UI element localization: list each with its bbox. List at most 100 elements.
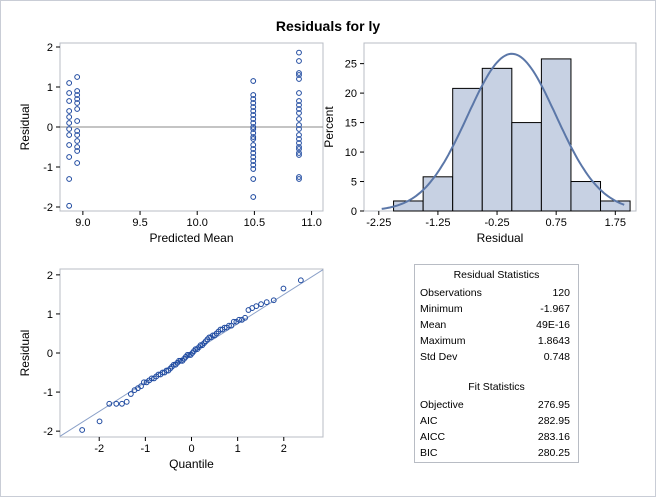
stat-value: 49E-16 [536, 319, 570, 331]
qq-plot-x-tick-label: -1 [140, 443, 150, 455]
residual-scatter-point [250, 176, 257, 182]
residual-scatter-x-tick-label: 9.5 [132, 217, 147, 229]
qq-plot-y-axis-label: Residual [18, 330, 32, 377]
residual-scatter-point [66, 202, 73, 209]
residual-scatter-point [250, 112, 257, 118]
qq-point [280, 285, 287, 292]
fit-statistics-header: Fit Statistics [468, 381, 525, 393]
residual-scatter-point [66, 80, 73, 86]
histogram-bar [540, 58, 572, 212]
residual-scatter-point [250, 130, 257, 136]
residual-scatter-point [74, 148, 81, 154]
residual-scatter-point [296, 150, 302, 156]
residual-scatter-point [296, 102, 302, 108]
residual-scatter-point [250, 124, 257, 130]
normal-density-curve [381, 52, 625, 210]
residual-scatter-point [250, 162, 257, 168]
residual-scatter-point [296, 140, 302, 146]
residual-scatter-point [250, 108, 257, 114]
residual-scatter-point [250, 116, 257, 122]
residual-scatter-x-tick-label: 9.0 [75, 217, 90, 229]
residual-scatter-point [66, 90, 73, 96]
stat-label: Std Dev [420, 351, 458, 363]
qq-plot-x-tick-label: 2 [281, 443, 287, 455]
stat-value: -1.967 [540, 303, 570, 315]
fit-label: BIC [420, 447, 438, 459]
residual-scatter-point [74, 160, 81, 166]
residual-histogram-y-axis-label: Percent [322, 106, 336, 148]
qq-point [141, 379, 147, 386]
stat-label: Mean [420, 319, 447, 331]
residual-scatter-point [250, 96, 257, 102]
qq-point [242, 314, 248, 321]
qq-plot-y-tick-label: -2 [43, 426, 53, 438]
residual-scatter-point [74, 118, 81, 124]
qq-point [236, 316, 242, 323]
residual-scatter-y-tick-label: 0 [47, 122, 53, 134]
residual-histogram-y-tick-label: 0 [351, 206, 357, 218]
qq-plot-y-tick-label: 1 [47, 309, 53, 321]
residual-scatter-point [66, 126, 73, 132]
residual-histogram-x-tick-label: -2.25 [366, 217, 391, 229]
residual-scatter-point [74, 88, 81, 94]
residual-histogram-y-tick-label: 10 [345, 147, 357, 159]
residual-scatter-y-tick-label: -1 [43, 162, 53, 174]
stat-value: 1.8643 [537, 335, 570, 347]
residual-scatter-point [250, 150, 257, 156]
qq-point [263, 299, 270, 306]
qq-plot-y-tick-label: -1 [43, 387, 53, 399]
qq-point [226, 322, 232, 329]
residual-scatter-point [296, 122, 302, 128]
residual-scatter-point [74, 100, 81, 106]
statistics-table: Residual Statistics Observations 120 Min… [414, 264, 579, 463]
residual-scatter-point [250, 136, 257, 142]
residual-scatter-point [250, 120, 257, 126]
residual-scatter-point [66, 98, 73, 104]
qq-point [113, 400, 120, 407]
histogram-bar [600, 200, 631, 212]
residual-scatter-point [66, 108, 73, 114]
residual-histogram-x-tick-label: -0.25 [485, 217, 510, 229]
histogram-bar [422, 176, 454, 212]
stat-value: 120 [552, 287, 570, 299]
fit-label: AICC [420, 431, 446, 443]
residual-scatter-point [74, 144, 81, 150]
histogram-bar [452, 87, 483, 212]
fit-value: 276.95 [537, 399, 570, 411]
residual-histogram-y-tick-label: 5 [351, 177, 357, 189]
residual-scatter-point [74, 128, 81, 134]
fit-value: 283.16 [537, 431, 570, 443]
residual-scatter-x-tick-label: 11.0 [301, 217, 322, 229]
stat-label: Maximum [420, 335, 466, 347]
qq-point [253, 303, 260, 310]
stat-label: Minimum [420, 303, 463, 315]
histogram-bar [570, 181, 602, 212]
residual-scatter-point [74, 92, 81, 98]
qq-plot-x-axis-label: Quantile [169, 457, 214, 471]
residual-scatter-point [250, 158, 257, 164]
qq-point [79, 427, 86, 433]
qq-point [148, 375, 155, 382]
residual-scatter-point [296, 136, 302, 142]
residual-scatter-y-tick-label: 1 [47, 82, 53, 94]
residual-scatter-point [296, 176, 302, 182]
qq-point [297, 277, 304, 284]
residual-scatter-point [250, 134, 257, 140]
residual-scatter-point [250, 154, 257, 160]
qq-point [119, 400, 125, 407]
residual-scatter-point [250, 166, 257, 172]
residual-scatter-x-tick-label: 10.5 [244, 217, 265, 229]
residual-scatter-point [74, 132, 81, 138]
residual-scatter-point [296, 144, 302, 150]
residual-scatter-point [66, 176, 73, 182]
residual-scatter-point [250, 194, 257, 200]
qq-point [270, 297, 277, 304]
qq-point [123, 398, 130, 405]
residual-scatter-point [250, 146, 257, 152]
stat-label: Observations [420, 287, 482, 299]
figure-title: Residuals for ly [275, 18, 381, 34]
residual-scatter-y-tick-label: 2 [47, 42, 53, 54]
qq-point [138, 383, 144, 390]
qq-plot-y-tick-label: 2 [47, 270, 53, 282]
residual-scatter-point [250, 142, 257, 148]
